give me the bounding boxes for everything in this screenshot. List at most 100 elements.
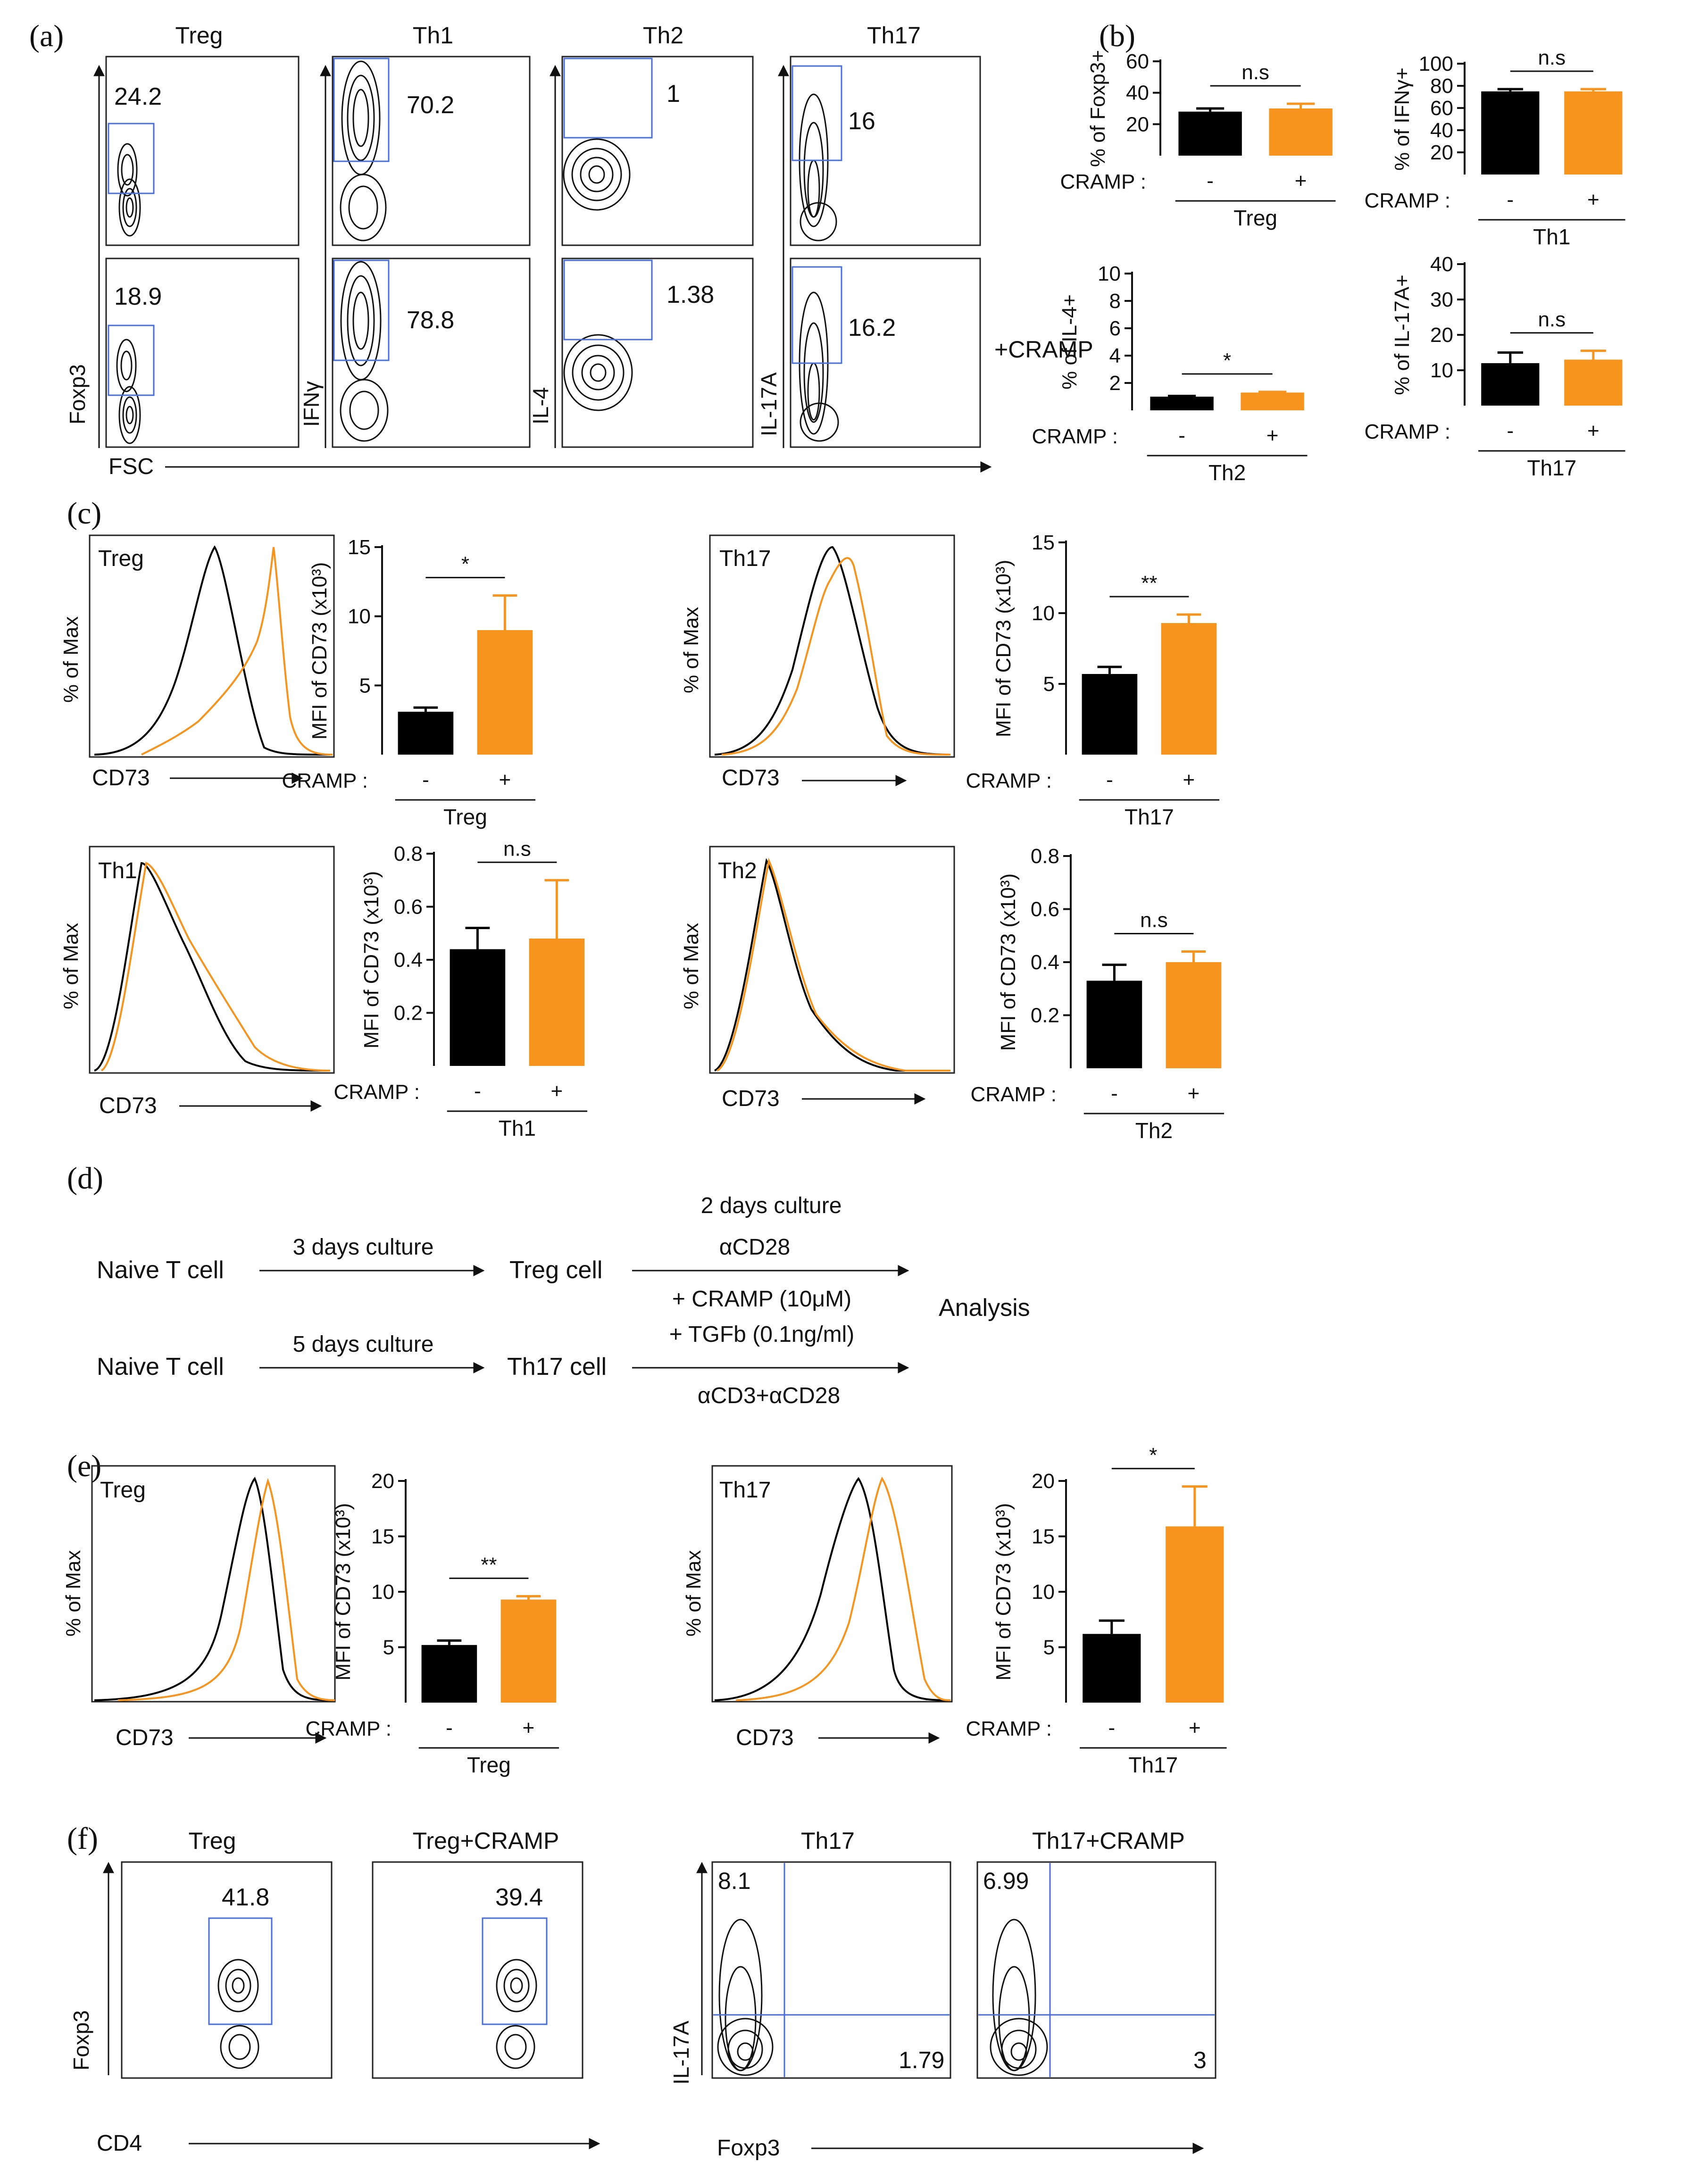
f-title-treg: Treg	[189, 1828, 236, 1854]
d-second-step: 2 days culture	[701, 1193, 842, 1218]
a-value-th1-cramp: 78.8	[407, 307, 454, 334]
x-axis-label: CRAMP :	[966, 769, 1052, 792]
a-gate-th1-cramp	[333, 259, 390, 361]
a-contour-treg-cramp	[116, 339, 141, 444]
bar-cramp	[1564, 359, 1623, 406]
bar-control	[421, 1645, 477, 1703]
y-tick-label: 15	[348, 536, 371, 559]
y-tick-label: 10	[1032, 602, 1055, 625]
y-tick-label: 0.2	[1031, 1004, 1059, 1027]
y-tick-label: 20	[1430, 141, 1453, 164]
group-title: Th2	[1208, 460, 1246, 485]
y-axis-label: % of IL-4+	[1058, 294, 1081, 390]
d-row1-step: 3 days culture	[293, 1235, 434, 1260]
chart-b-treg: 20 40 60 % of Foxp3+ n.s CRAMP : - + Treg	[1060, 50, 1336, 230]
d-row1-stim: αCD28	[719, 1235, 790, 1260]
y-tick-label: 40	[1430, 253, 1453, 276]
a-col-title-treg: Treg	[175, 22, 223, 49]
y-axis-label: MFI of CD73 (x10³)	[332, 1503, 355, 1681]
c-hist-title-th2: Th2	[718, 858, 757, 883]
a-contour-treg-control	[117, 143, 141, 237]
chart-b-th2: 2 4 6 8 10 % of IL-4+ * CRAMP : - + Th2	[1032, 262, 1308, 485]
e-hist-curve-th17-control	[714, 1477, 949, 1701]
bar-control	[1178, 111, 1242, 156]
panel-label-f: (f)	[67, 1821, 98, 1856]
e-hist-xlabel-treg: CD73	[116, 1725, 174, 1750]
y-tick-label: 8	[1109, 290, 1121, 313]
a-gate-treg-control	[108, 123, 155, 194]
a-value-th17-control: 16	[848, 108, 875, 135]
f-value-th17-cramp-ul: 6.99	[983, 1868, 1029, 1894]
category-label-plus: +	[1189, 1716, 1201, 1739]
chart-e-treg: 5 10 15 20 MFI of CD73 (x10³) ** CRAMP : - + Treg	[305, 1470, 559, 1777]
d-row2-step: 5 days culture	[293, 1332, 434, 1357]
category-label-plus: +	[1295, 169, 1307, 192]
d-row1-start: Naive T cell	[97, 1256, 224, 1284]
y-tick-label: 40	[1126, 82, 1149, 105]
d-row2-stim: αCD3+αCD28	[698, 1383, 840, 1408]
c-histogram-th17: Th17 % of Max CD73	[680, 534, 955, 790]
c-hist-curve-th1-cramp	[100, 862, 331, 1072]
a-plot-th1-control	[332, 56, 531, 246]
bar-control	[450, 949, 506, 1066]
f-value-treg: 41.8	[222, 1884, 269, 1911]
a-plot-th2-cramp	[561, 258, 754, 448]
bar-cramp	[1166, 962, 1222, 1068]
f-y-label-foxp3: Foxp3	[69, 2010, 93, 2071]
c-histogram-th2: Th2 % of Max CD73	[680, 846, 955, 1111]
group-title: Treg	[1233, 206, 1277, 230]
category-label-minus: -	[1178, 424, 1185, 447]
category-label-minus: -	[446, 1716, 453, 1739]
significance-label: n.s	[503, 837, 531, 860]
significance-label: *	[461, 553, 469, 576]
y-tick-label: 0.6	[1031, 898, 1059, 921]
a-gate-th2-cramp	[563, 259, 653, 341]
a-plot-th17-control	[790, 56, 981, 246]
bar-cramp	[1269, 108, 1333, 156]
a-row-label-cramp: +CRAMP	[994, 336, 1093, 363]
x-axis-label: CRAMP :	[282, 769, 368, 792]
category-label-minus: -	[1106, 768, 1113, 791]
a-plot-treg-cramp	[105, 258, 300, 448]
d-row1-cell: Treg cell	[509, 1256, 602, 1284]
d-treatment-2: + TGFb (0.1ng/ml)	[669, 1322, 855, 1347]
y-axis-label: MFI of CD73 (x10³)	[992, 560, 1015, 738]
y-axis-label: MFI of CD73 (x10³)	[997, 873, 1020, 1051]
a-gate-th17-cramp	[792, 266, 842, 364]
e-histogram-th17: Th17 % of Max CD73	[682, 1465, 953, 1750]
x-axis-label: CRAMP :	[1364, 189, 1450, 212]
y-tick-label: 5	[383, 1636, 394, 1659]
y-tick-label: 15	[1032, 531, 1055, 554]
bar-control	[1150, 397, 1214, 410]
f-gate-treg-cramp	[482, 1917, 548, 2025]
f-title-th17: Th17	[801, 1828, 855, 1854]
f-plot-treg-cramp	[372, 1861, 583, 2079]
d-row2-cell: Th17 cell	[507, 1353, 607, 1380]
y-tick-label: 4	[1109, 344, 1121, 367]
e-hist-curve-th17-cramp	[735, 1476, 951, 1701]
f-contour-th17	[717, 1919, 774, 2076]
f-plot-th17	[711, 1861, 951, 2079]
a-y-label-foxp3: Foxp3	[65, 364, 90, 424]
category-label-minus: -	[1507, 419, 1514, 442]
significance-label: n.s	[1140, 909, 1168, 932]
category-label-minus: -	[474, 1080, 481, 1103]
category-label-plus: +	[551, 1080, 563, 1103]
f-y-label-il17a: IL-17A	[669, 2021, 693, 2085]
y-tick-label: 0.4	[394, 948, 423, 972]
category-label-minus: -	[1207, 169, 1214, 192]
y-tick-label: 60	[1126, 50, 1149, 73]
panel-f: Treg Treg+CRAMP Th17 Th17+CRAMP	[69, 1828, 1216, 2161]
f-value-treg-cramp: 39.4	[495, 1884, 543, 1911]
a-y-label-il4: IL-4	[528, 387, 553, 424]
y-tick-label: 100	[1419, 52, 1453, 75]
category-label-minus: -	[1507, 188, 1514, 211]
a-contour-th2-control	[563, 138, 631, 211]
a-col-title-th2: Th2	[643, 22, 683, 49]
bar-cramp	[1161, 623, 1217, 755]
y-tick-label: 0.8	[394, 842, 423, 865]
c-histogram-treg: Treg % of Max CD73	[59, 534, 335, 790]
category-label-plus: +	[1183, 768, 1195, 791]
group-title: Treg	[443, 805, 487, 829]
a-contour-th1-cramp	[340, 261, 389, 442]
